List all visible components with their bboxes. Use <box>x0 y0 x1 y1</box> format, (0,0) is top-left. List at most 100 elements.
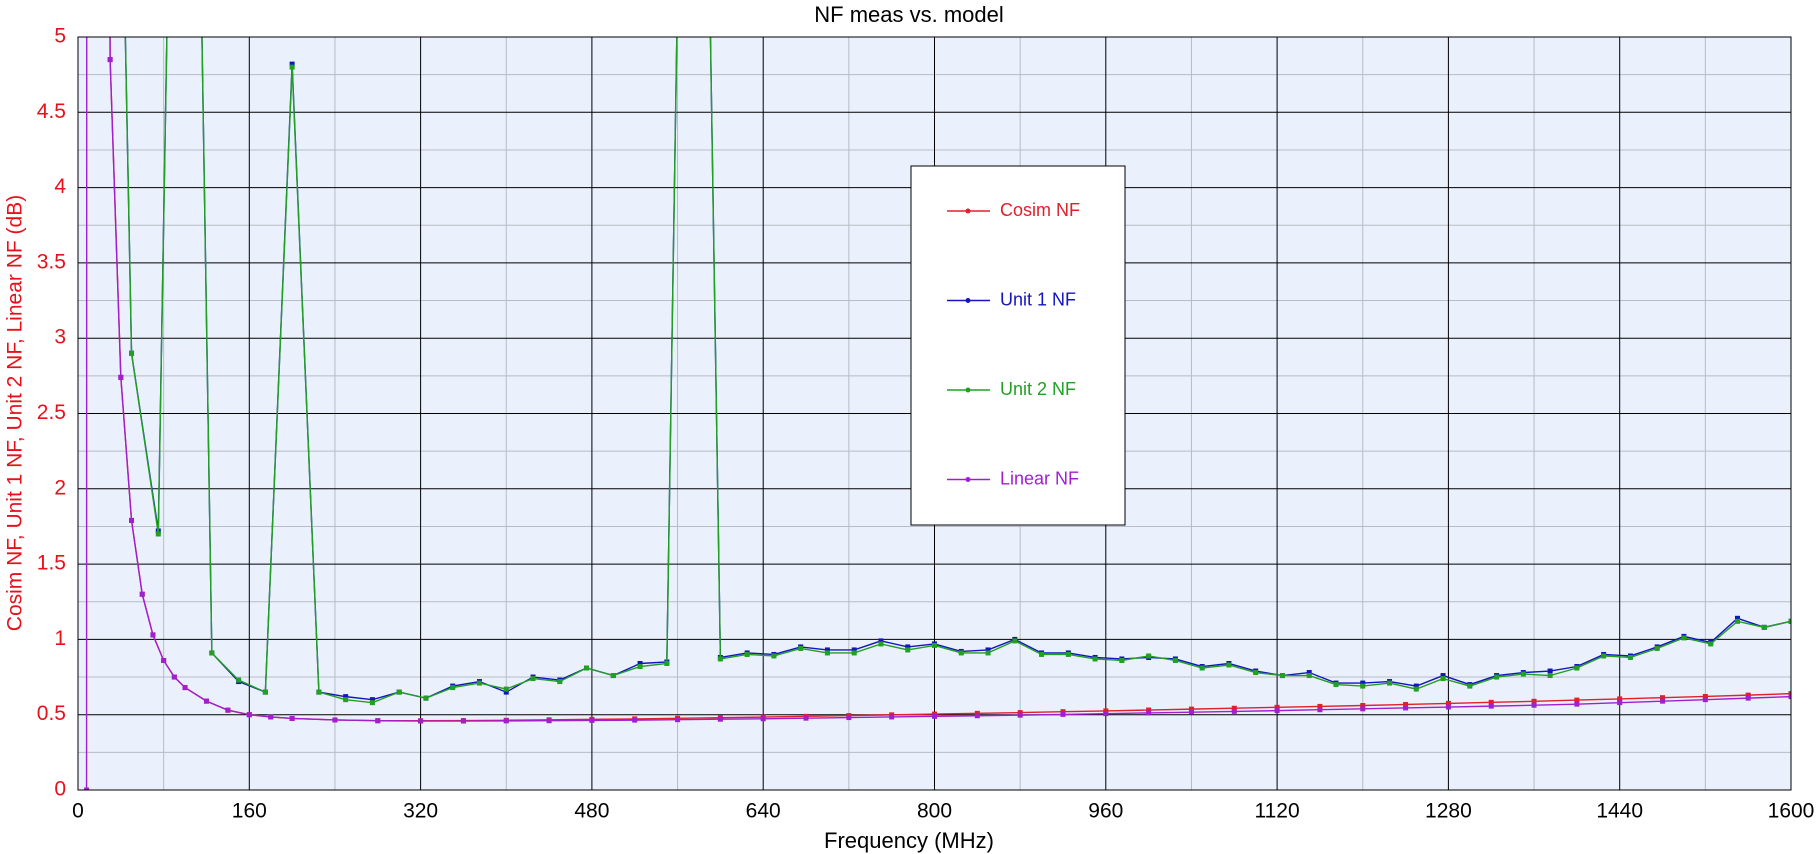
legend-marker <box>965 298 971 303</box>
data-point <box>503 718 509 724</box>
data-point <box>932 642 937 648</box>
data-point <box>171 674 177 680</box>
x-tick-label: 480 <box>574 800 609 823</box>
x-tick-label: 800 <box>917 800 952 823</box>
data-point <box>84 787 90 790</box>
data-point <box>1103 708 1109 714</box>
data-point <box>1574 665 1580 671</box>
data-point <box>1317 707 1323 713</box>
data-point <box>1440 673 1446 679</box>
legend: Cosim NF Unit 1 NF Unit 2 NF Linear NF <box>910 165 1126 526</box>
series-line <box>124 37 1791 704</box>
data-point <box>316 689 322 695</box>
data-point <box>1660 695 1666 701</box>
data-point <box>675 717 681 723</box>
data-point <box>985 650 991 656</box>
data-point <box>1403 701 1409 707</box>
data-point <box>150 632 156 638</box>
data-point <box>268 714 274 720</box>
data-point <box>155 531 161 537</box>
data-point <box>1520 671 1526 677</box>
data-point <box>637 664 643 670</box>
data-point <box>958 650 964 656</box>
data-point <box>369 697 375 703</box>
data-point <box>1617 696 1623 702</box>
data-point <box>1065 651 1071 657</box>
data-point <box>246 712 252 718</box>
data-point <box>851 647 857 653</box>
data-point <box>1017 712 1023 718</box>
data-point <box>1060 709 1066 715</box>
data-point <box>905 644 911 650</box>
data-point <box>771 653 777 659</box>
data-point <box>289 64 295 70</box>
data-point <box>1745 695 1751 701</box>
data-point <box>369 700 375 706</box>
data-point <box>1788 691 1791 697</box>
data-point <box>1654 645 1660 651</box>
data-point <box>1547 673 1553 679</box>
data-point <box>209 650 215 656</box>
y-tick-label: 2.5 <box>37 401 66 424</box>
data-point <box>546 718 552 724</box>
data-point <box>1360 683 1366 689</box>
data-point <box>1531 698 1537 704</box>
data-point <box>1172 657 1178 663</box>
x-tick-label: 1120 <box>1255 800 1300 823</box>
data-point <box>289 61 295 67</box>
series-line <box>124 37 1791 701</box>
x-tick-label: 640 <box>746 800 781 823</box>
data-point <box>1146 707 1152 713</box>
data-point <box>289 715 295 721</box>
data-point <box>1617 700 1623 706</box>
data-point <box>375 718 381 724</box>
data-point <box>584 665 590 671</box>
x-tick-label: 1600 <box>1768 800 1815 823</box>
x-axis-title: Frequency (MHz) <box>824 828 994 853</box>
y-tick-label: 3.5 <box>37 250 66 273</box>
data-point <box>851 650 857 656</box>
data-point <box>1060 711 1066 717</box>
data-point <box>878 641 884 647</box>
data-point <box>1012 638 1018 644</box>
data-point <box>476 680 482 686</box>
data-point <box>1708 641 1714 647</box>
data-point <box>129 350 135 356</box>
data-point <box>1413 686 1419 692</box>
x-tick-label: 960 <box>1088 800 1123 823</box>
data-point <box>760 716 766 722</box>
data-point <box>1279 673 1285 679</box>
data-point <box>1274 704 1280 710</box>
data-point <box>1387 680 1393 686</box>
data-point <box>1188 709 1194 715</box>
data-point <box>637 660 643 666</box>
data-point <box>161 657 167 663</box>
data-point <box>878 638 884 644</box>
data-point <box>1788 694 1791 700</box>
data-point <box>632 717 638 723</box>
x-tick-label: 320 <box>403 800 438 823</box>
data-point <box>450 685 456 691</box>
data-point <box>343 694 349 700</box>
data-point <box>1488 699 1494 705</box>
data-point <box>1574 701 1580 707</box>
legend-marker <box>965 387 971 393</box>
data-point <box>557 679 563 685</box>
legend-label: Unit 1 NF <box>1000 289 1076 309</box>
data-point <box>423 695 429 701</box>
legend-label: Cosim NF <box>1000 200 1080 220</box>
data-point <box>589 717 595 723</box>
y-tick-label: 0.5 <box>37 702 66 725</box>
data-point <box>824 647 830 653</box>
data-point <box>1146 710 1152 716</box>
data-point <box>1601 653 1607 659</box>
data-point <box>1146 653 1152 659</box>
data-point <box>107 57 113 63</box>
data-point <box>1494 674 1500 680</box>
data-point <box>1103 711 1109 717</box>
data-point <box>717 656 723 662</box>
chart-title: NF meas vs. model <box>814 2 1004 27</box>
x-tick-label: 160 <box>232 800 267 823</box>
data-point <box>396 689 402 695</box>
